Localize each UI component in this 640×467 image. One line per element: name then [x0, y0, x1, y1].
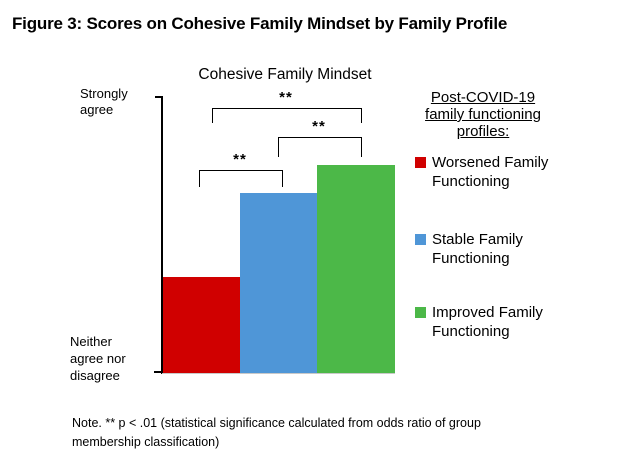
legend-label-stable: Stable Family Functioning	[432, 231, 523, 267]
y-axis-tick-top	[155, 96, 162, 98]
figure-title: Figure 3: Scores on Cohesive Family Mind…	[12, 14, 508, 33]
bar-stable-family-functioning	[240, 193, 317, 374]
y-axis-bottom-label: Neither agree nor disagree	[70, 334, 126, 383]
significance-label-worsened-stable: **	[233, 151, 247, 168]
legend-swatch-stable	[415, 234, 426, 245]
x-axis-baseline	[162, 373, 395, 374]
y-axis-tick-bottom	[154, 371, 162, 373]
legend-item-improved: Improved Family Functioning	[415, 303, 580, 341]
bar-worsened-family-functioning	[163, 277, 240, 374]
legend-label-worsened: Worsened Family Functioning	[432, 154, 549, 190]
chart-title: Cohesive Family Mindset	[198, 66, 372, 83]
legend-swatch-improved	[415, 307, 426, 318]
y-axis-line	[161, 96, 163, 374]
legend-item-stable: Stable Family Functioning	[415, 230, 580, 268]
figure-note: Note. ** p < .01 (statistical significan…	[72, 416, 481, 449]
legend-item-worsened: Worsened Family Functioning	[415, 153, 580, 191]
legend-swatch-worsened	[415, 157, 426, 168]
legend-label-improved: Improved Family Functioning	[432, 304, 543, 340]
significance-label-worsened-improved: **	[279, 89, 293, 106]
y-axis-top-label: Strongly agree	[80, 86, 128, 117]
significance-bracket-worsened-stable	[199, 170, 283, 187]
significance-bracket-stable-improved	[278, 137, 362, 157]
legend-title: Post-COVID-19 family functioning profile…	[425, 89, 541, 140]
significance-bracket-worsened-improved	[212, 108, 362, 123]
bar-improved-family-functioning	[317, 165, 395, 374]
significance-label-stable-improved: **	[312, 118, 326, 135]
